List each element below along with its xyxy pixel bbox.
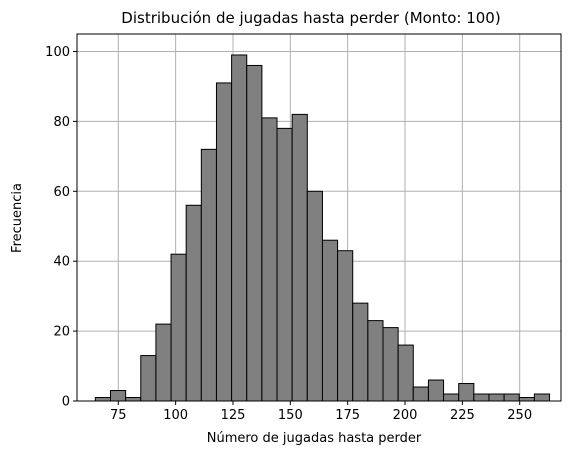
x-tick-label: 100 [163, 408, 188, 423]
x-tick-label: 250 [507, 408, 532, 423]
histogram-bar [533, 393, 551, 402]
x-tick-label: 225 [450, 408, 475, 423]
x-tick-label: 175 [335, 408, 360, 423]
y-axis-label: Frecuencia [10, 183, 25, 253]
histogram-bar [488, 393, 505, 402]
histogram-bar [352, 302, 369, 402]
histogram-bar [397, 344, 414, 402]
histogram-bar [276, 127, 293, 402]
histogram-bar [306, 190, 323, 402]
x-tick-label: 125 [221, 408, 246, 423]
histogram-bar [125, 397, 142, 402]
histogram-bars [94, 54, 551, 402]
histogram-bar [518, 397, 535, 402]
histogram-bar [200, 148, 217, 402]
histogram-bar [261, 117, 278, 402]
histogram-bar [215, 82, 233, 402]
histogram-bar [382, 327, 399, 402]
histogram-bar [155, 323, 172, 402]
chart-title: Distribución de jugadas hasta perder (Mo… [121, 9, 500, 27]
x-tick-label: 200 [393, 408, 418, 423]
grid-lines [77, 34, 561, 402]
histogram-bar [443, 393, 460, 402]
histogram-bar [367, 320, 384, 402]
histogram-bar [412, 386, 429, 402]
histogram-bar [140, 355, 157, 402]
x-tick-label: 150 [278, 408, 303, 423]
histogram-bar [231, 54, 248, 402]
y-tick-label: 0 [62, 395, 70, 410]
histogram-bar [337, 250, 354, 402]
histogram-bar [321, 239, 339, 402]
histogram-bar [458, 383, 475, 402]
axis-ticks: 75 100 125 150 175 200 225 250 0 20 40 60 80 100 [45, 45, 532, 423]
x-axis-label: Número de jugadas hasta perder [207, 431, 422, 446]
histogram-bar [291, 113, 308, 402]
y-tick-label: 100 [45, 45, 70, 60]
histogram-bar [427, 379, 445, 402]
histogram-bar [170, 253, 187, 402]
y-tick-label: 40 [53, 255, 70, 270]
histogram-bar [246, 64, 263, 402]
x-tick-label: 75 [110, 408, 127, 423]
histogram-bar [94, 397, 111, 402]
histogram-bar [185, 204, 202, 402]
histogram-bar [109, 390, 127, 402]
y-tick-label: 80 [53, 115, 70, 130]
y-tick-label: 60 [53, 185, 70, 200]
histogram-bar [473, 393, 490, 402]
histogram-bar [503, 393, 520, 402]
plot-frame [76, 33, 562, 402]
y-tick-label: 20 [53, 325, 70, 340]
